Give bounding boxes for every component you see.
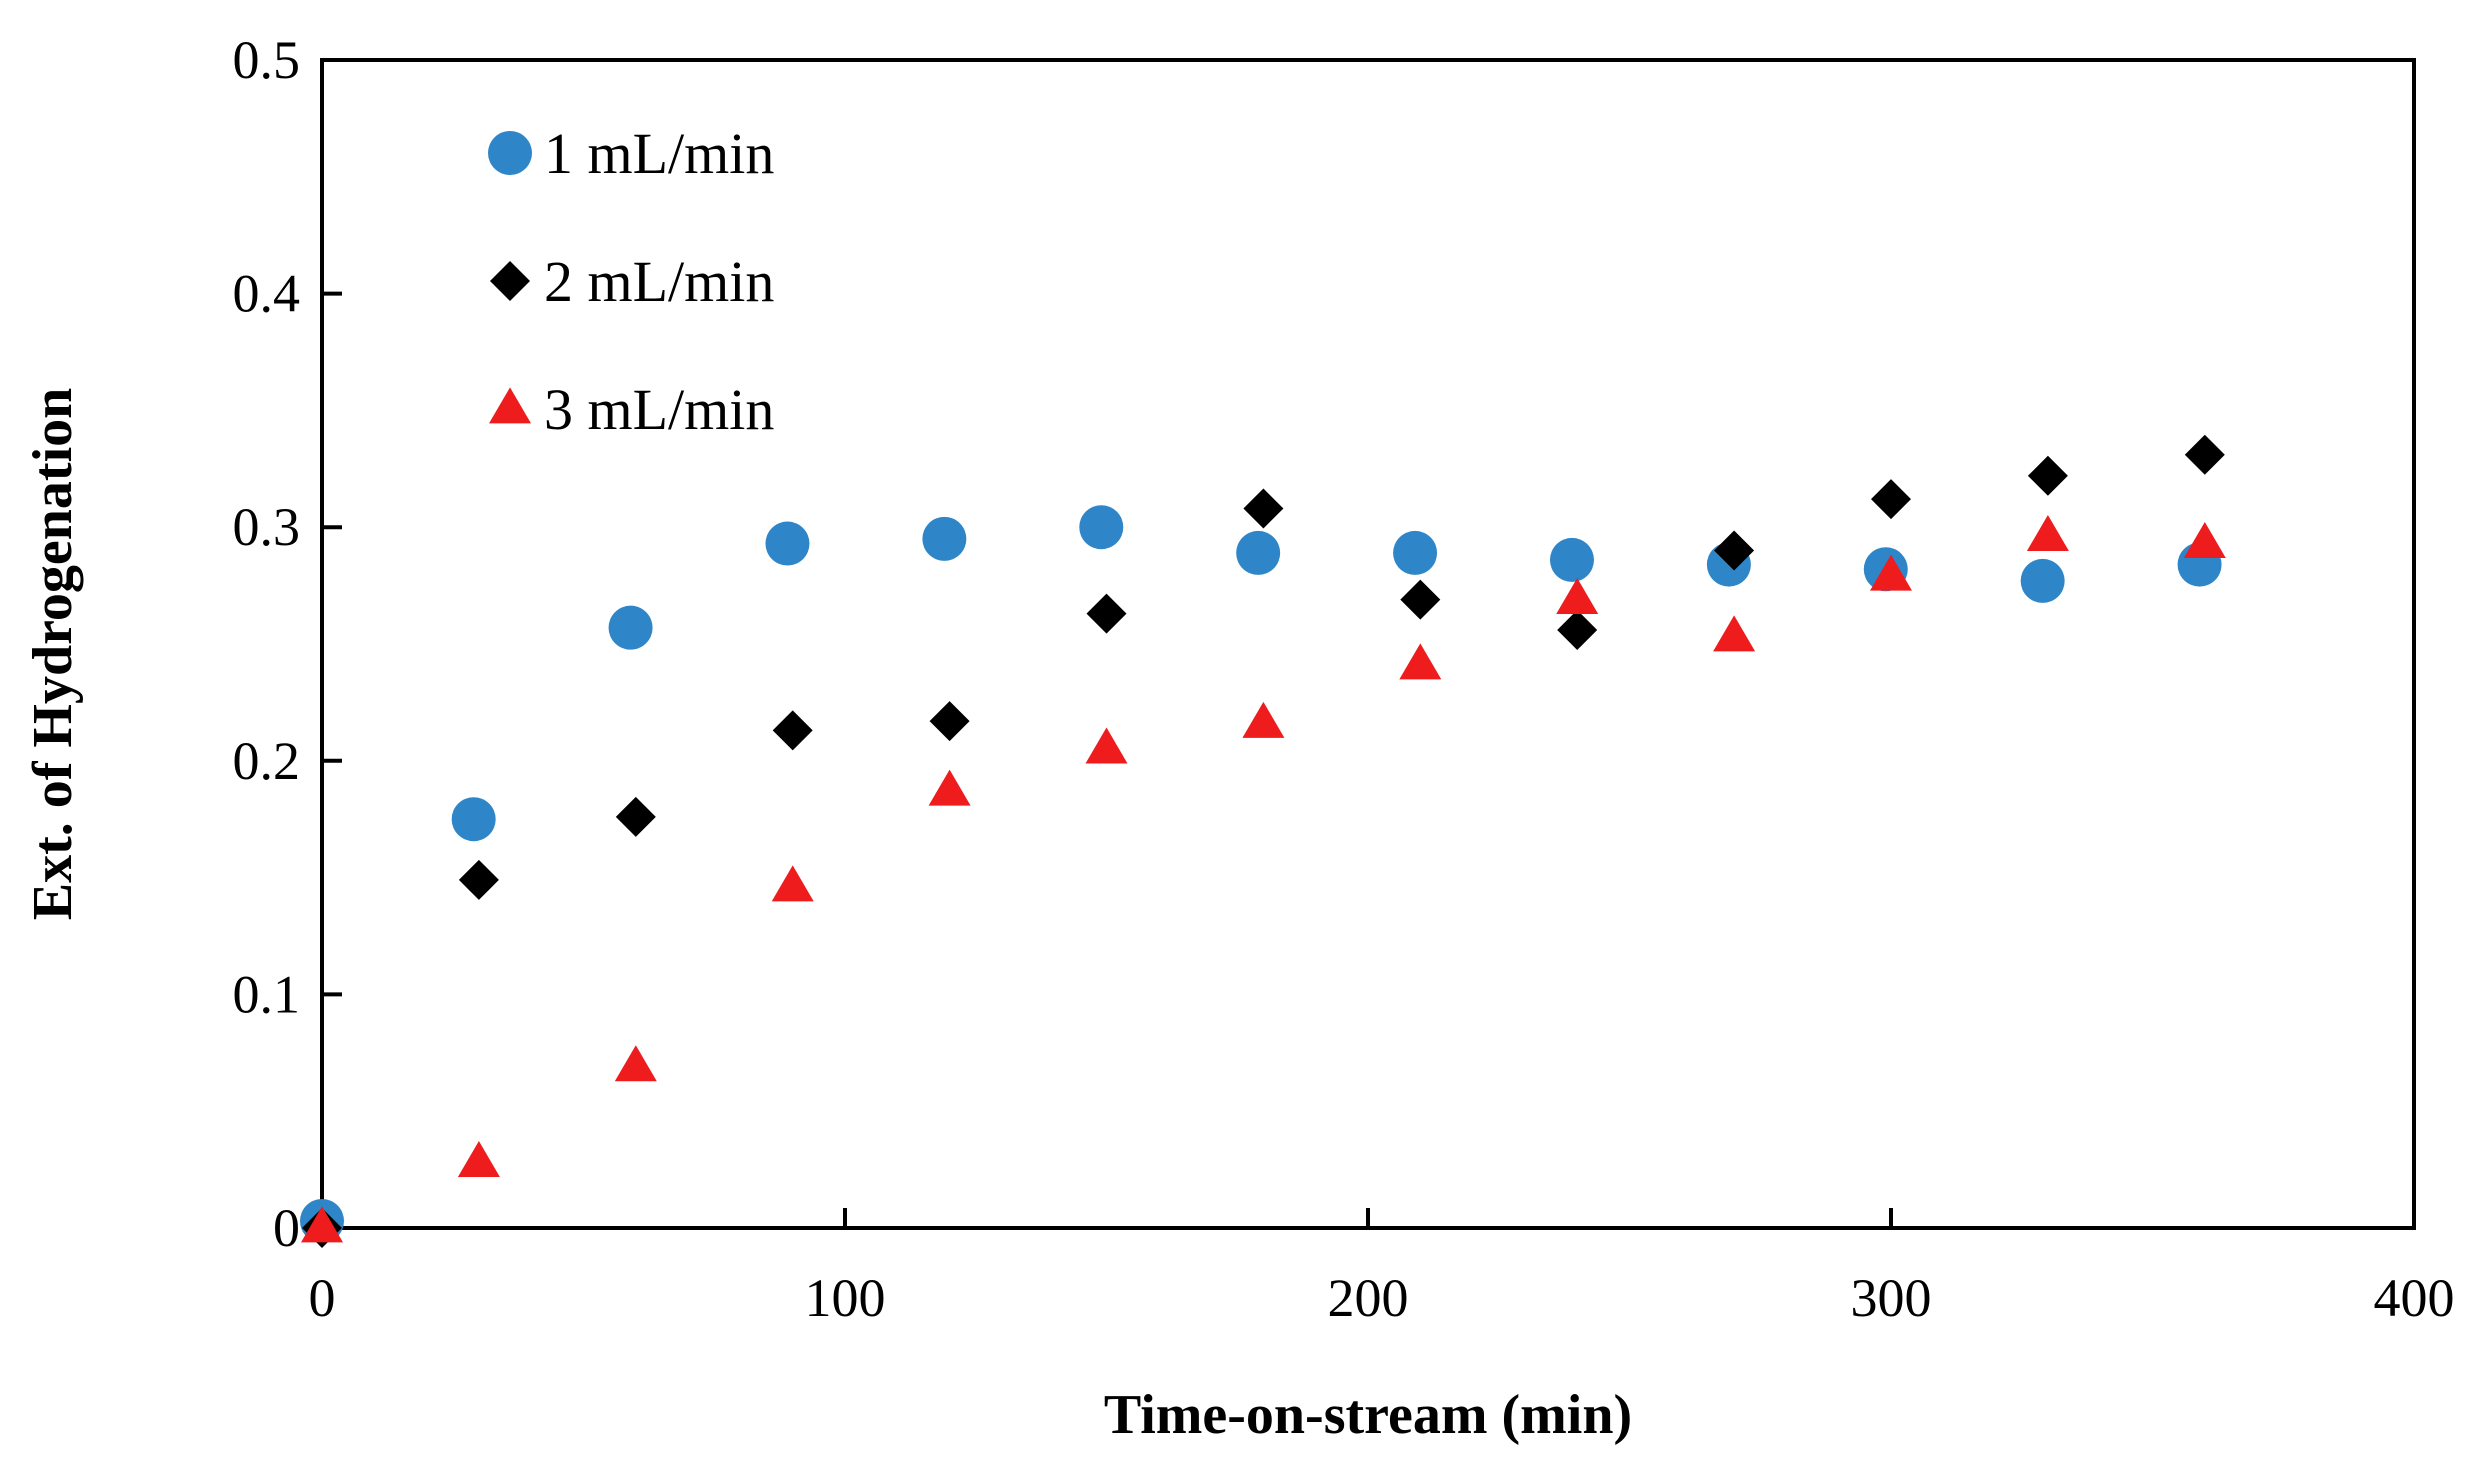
x-axis-title: Time-on-stream (min) bbox=[1104, 1384, 1632, 1446]
data-point-2-ml-min bbox=[615, 796, 656, 837]
data-point-1-ml-min bbox=[1393, 530, 1438, 575]
data-point-1-ml-min bbox=[608, 605, 653, 650]
data-point-2-ml-min bbox=[1243, 488, 1284, 529]
legend: 1 mL/min 2 mL/min 3 mL/min bbox=[488, 121, 774, 442]
data-point-1-ml-min bbox=[2020, 558, 2065, 603]
data-point-3-ml-min bbox=[614, 1045, 657, 1082]
data-point-3-ml-min bbox=[771, 865, 814, 902]
legend-item-1-ml-min: 1 mL/min bbox=[488, 121, 774, 186]
x-tick-label: 0 bbox=[309, 1268, 336, 1328]
data-point-1-ml-min bbox=[922, 516, 967, 561]
y-tick-label: 0.2 bbox=[233, 731, 301, 791]
data-point-2-ml-min bbox=[1400, 579, 1441, 620]
data-point-2-ml-min bbox=[2027, 455, 2068, 496]
data-point-3-ml-min bbox=[1085, 727, 1128, 764]
legend-marker bbox=[488, 131, 532, 175]
series-2-ml-min bbox=[302, 434, 2225, 1248]
data-point-3-ml-min bbox=[301, 1206, 343, 1243]
data-point-3-ml-min bbox=[2026, 514, 2069, 551]
y-tick-label: 0.4 bbox=[233, 264, 301, 324]
data-point-2-ml-min bbox=[1557, 609, 1598, 650]
data-point-3-ml-min bbox=[2183, 521, 2226, 558]
data-point-3-ml-min bbox=[1242, 701, 1285, 738]
series-3-ml-min bbox=[301, 514, 2226, 1243]
data-point-1-ml-min bbox=[765, 521, 810, 566]
data-markers bbox=[300, 434, 2226, 1248]
series-1-ml-min bbox=[300, 505, 2222, 1243]
data-point-2-ml-min bbox=[458, 859, 499, 900]
data-point-1-ml-min bbox=[451, 797, 496, 842]
y-tick-label: 0.5 bbox=[233, 30, 301, 90]
y-tick-label: 0 bbox=[273, 1198, 300, 1258]
legend-label: 3 mL/min bbox=[544, 377, 774, 442]
legend-item-3-ml-min: 3 mL/min bbox=[489, 377, 774, 442]
x-tick-label: 300 bbox=[1851, 1268, 1932, 1328]
x-tick-label: 200 bbox=[1328, 1268, 1409, 1328]
legend-item-2-ml-min: 2 mL/min bbox=[490, 249, 774, 314]
data-point-2-ml-min bbox=[1714, 530, 1755, 571]
data-point-2-ml-min bbox=[929, 701, 970, 742]
y-axis-title: Ext. of Hydrogenation bbox=[22, 388, 84, 921]
data-point-3-ml-min bbox=[928, 769, 971, 806]
data-point-3-ml-min bbox=[1399, 643, 1442, 680]
y-axis-ticks: 0 0.1 0.2 0.3 0.4 0.5 bbox=[233, 30, 342, 1258]
data-point-3-ml-min bbox=[1870, 554, 1912, 591]
data-point-2-ml-min bbox=[2184, 434, 2225, 475]
data-point-2-ml-min bbox=[1871, 479, 1911, 520]
data-point-2-ml-min bbox=[772, 710, 813, 751]
data-point-1-ml-min bbox=[1079, 505, 1124, 550]
y-tick-label: 0.3 bbox=[233, 497, 301, 557]
data-point-3-ml-min bbox=[1556, 578, 1599, 615]
data-point-1-ml-min bbox=[1549, 537, 1594, 582]
legend-marker bbox=[489, 387, 531, 424]
legend-marker bbox=[490, 261, 530, 301]
data-point-1-ml-min bbox=[1236, 530, 1281, 575]
legend-label: 2 mL/min bbox=[544, 249, 774, 314]
x-tick-label: 400 bbox=[2374, 1268, 2455, 1328]
data-point-3-ml-min bbox=[457, 1140, 500, 1177]
legend-label: 1 mL/min bbox=[544, 121, 774, 186]
data-point-3-ml-min bbox=[1713, 615, 1756, 652]
x-axis-ticks: 0 100 200 300 400 bbox=[309, 1208, 2455, 1328]
x-tick-label: 100 bbox=[805, 1268, 886, 1328]
y-tick-label: 0.1 bbox=[233, 964, 301, 1024]
data-point-2-ml-min bbox=[1086, 593, 1127, 634]
